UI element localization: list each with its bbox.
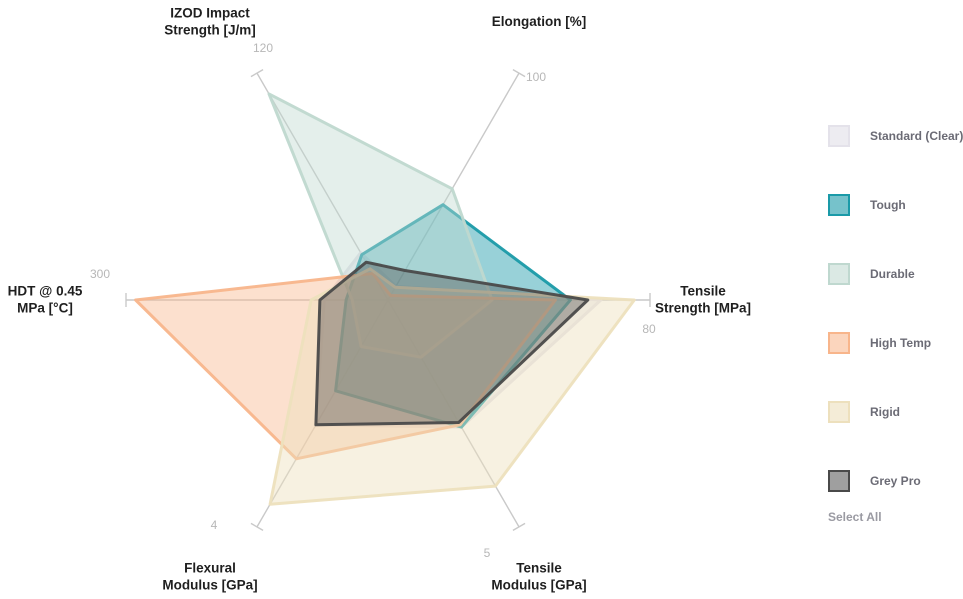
axis-max-label-tensile-modulus: 5 [484,546,491,560]
series-rigid-polygon[interactable] [268,267,636,506]
legend-item-grey-pro[interactable]: Grey Pro [828,467,960,495]
axis-title-hdt-line-2: MPa [°C] [17,301,73,316]
legend-swatch-standard-clear[interactable] [828,125,850,147]
select-all-link[interactable]: Select All [828,510,882,524]
legend-label-grey-pro: Grey Pro [870,474,921,488]
axis-title-flexural-modulus-line-1: Flexural [184,561,236,576]
series-tough-polygon[interactable] [334,203,572,429]
axis-cap-izod [250,68,264,78]
legend-item-durable[interactable]: Durable [828,260,960,288]
legend-item-high-temp[interactable]: High Temp [828,329,960,357]
legend-label-standard-clear: Standard (Clear) [870,129,963,143]
axis-max-label-hdt: 300 [90,267,110,281]
legend-swatch-tough[interactable] [828,194,850,216]
legend: Standard (Clear) Tough Durable High Temp Rig… [828,122,963,524]
axis-title-tensile-modulus-line-2: Modulus [GPa] [491,578,586,593]
series-grey-pro-polygon[interactable] [314,260,590,427]
axis-max-label-elongation: 100 [526,70,546,84]
legend-label-durable: Durable [870,267,915,281]
axis-title-hdt-line-1: HDT @ 0.45 [8,284,83,299]
series-durable-polygon[interactable] [267,92,494,359]
legend-label-tough: Tough [870,198,906,212]
legend-swatch-high-temp[interactable] [828,332,850,354]
labels-layer: Tensile Strength [MPa] 80 Elongation [%] 100… [8,6,751,593]
legend-swatch-rigid[interactable] [828,401,850,423]
legend-item-tough[interactable]: Tough [828,191,960,219]
series-high-temp-polygon[interactable] [134,272,557,461]
legend-item-rigid[interactable]: Rigid [828,398,960,426]
legend-item-standard-clear[interactable]: Standard (Clear) [828,122,963,150]
axis-title-tensile-strength-line-1: Tensile [680,284,726,299]
axis-title-elongation-line-1: Elongation [%] [492,14,587,29]
radar-chart: Tensile Strength [MPa] 80 Elongation [%] 100… [8,6,751,593]
axis-max-label-flexural-modulus: 4 [211,518,218,532]
axis-cap-elongation [512,68,526,78]
axis-line-elongation [387,72,520,301]
legend-label-rigid: Rigid [870,405,900,419]
legend-swatch-durable[interactable] [828,263,850,285]
legend-swatch-grey-pro[interactable] [828,470,850,492]
axis-cap-flexural-modulus [250,522,264,532]
axis-title-tensile-strength-line-2: Strength [MPa] [655,301,751,316]
legend-label-high-temp: High Temp [870,336,932,350]
legend-items: Standard (Clear) Tough Durable High Temp Rig… [828,122,963,495]
axis-cap-tensile-modulus [512,522,526,532]
axis-title-izod-line-2: Strength [J/m] [164,23,256,38]
axis-title-izod-line-1: IZOD Impact [170,6,250,21]
axis-title-flexural-modulus-line-2: Modulus [GPa] [162,578,257,593]
series-layer [134,92,636,506]
axis-title-tensile-modulus-line-1: Tensile [516,561,562,576]
axis-max-label-tensile-strength: 80 [642,322,656,336]
axis-max-label-izod: 120 [253,41,273,55]
